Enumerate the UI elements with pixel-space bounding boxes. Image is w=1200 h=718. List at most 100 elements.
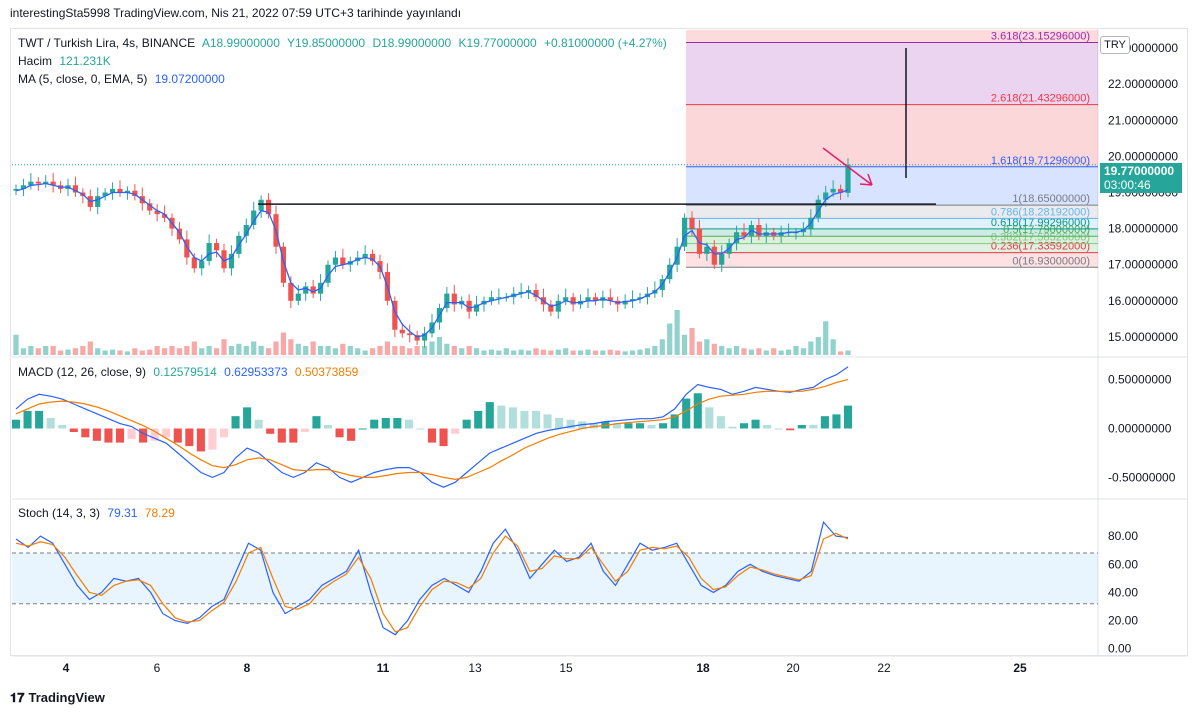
volume-bar: [629, 350, 636, 355]
volume-bar: [325, 346, 331, 355]
time-axis-tick: 13: [468, 661, 482, 675]
macd-histogram-bar: [612, 423, 621, 429]
volume-bar: [451, 346, 457, 355]
volume-bar: [845, 350, 851, 355]
time-axis-tick: 25: [1013, 661, 1027, 675]
stoch-band: [12, 553, 1098, 604]
candle-body: [132, 190, 138, 197]
macd-histogram-bar: [739, 423, 749, 429]
candle-body: [637, 297, 643, 300]
macd-histogram-bar: [797, 424, 806, 429]
volume-bar: [585, 349, 591, 355]
volume-bar: [563, 348, 569, 355]
candle-body: [525, 290, 532, 292]
time-axis-tick: 6: [154, 661, 161, 675]
macd-label[interactable]: MACD (12, 26, close, 9): [18, 365, 147, 379]
macd-histogram-bar: [601, 421, 610, 429]
fib-level-label: 0.382(17.58526000): [991, 232, 1090, 244]
macd-histogram-bar: [335, 428, 344, 438]
volume-bar: [124, 351, 131, 355]
macd-histogram-bar: [451, 428, 460, 434]
volume-bar: [800, 348, 807, 355]
brand-name: TradingView: [28, 690, 105, 705]
price-axis-tick: 18.00000000: [1108, 222, 1178, 236]
ma-label[interactable]: MA (5, close, 0, EMA, 5): [18, 72, 148, 86]
volume-label[interactable]: Hacim: [18, 54, 53, 68]
candle-body: [830, 188, 836, 193]
arrow-annotation: [822, 147, 873, 186]
price-axis-tick: 20.00000000: [1108, 149, 1178, 163]
volume-bar: [511, 350, 517, 355]
price-axis-tick: 21.00000000: [1108, 113, 1178, 127]
volume-bar: [139, 350, 145, 355]
volume-bar: [548, 350, 554, 355]
volume-bar: [830, 339, 836, 355]
volume-bar: [236, 343, 242, 355]
volume-bar: [80, 346, 86, 355]
macd-histogram-bar: [566, 419, 575, 429]
volume-bar: [273, 341, 279, 355]
macd-histogram-bar: [58, 424, 67, 429]
stoch-d-value: 78.29: [144, 506, 175, 520]
time-axis-tick: 11: [377, 661, 390, 675]
volume-bar: [355, 348, 361, 355]
volume-bar: [199, 348, 205, 355]
macd-histogram-bar: [266, 428, 275, 434]
fib-level-label: 0.5(17.79000000): [1003, 224, 1090, 236]
fib-level-label: 0(16.93000000): [1012, 255, 1090, 267]
symbol-label[interactable]: TWT / Turkish Lira, 4s, BINANCE: [18, 36, 196, 50]
volume-bar: [407, 348, 413, 355]
volume-bar: [518, 349, 524, 355]
candle-body: [117, 188, 123, 193]
volume-bar: [295, 343, 301, 355]
stoch-legend: Stoch (14, 3, 3) 79.31 78.29: [18, 506, 179, 520]
volume-bar: [466, 346, 472, 355]
volume-bar: [421, 346, 428, 355]
volume-bar: [473, 348, 480, 355]
tradingview-logo-icon: 𝟏𝟕: [10, 690, 25, 705]
bar-countdown: 03:00:46: [1104, 178, 1151, 192]
macd-line: [15, 366, 849, 488]
stoch-label[interactable]: Stoch (14, 3, 3): [18, 506, 101, 520]
volume-bar: [57, 350, 64, 355]
volume-bar: [793, 346, 799, 355]
volume-bar: [785, 349, 792, 355]
volume-bar: [221, 339, 227, 355]
macd-histogram-bar: [11, 419, 21, 429]
stoch-k-line: [15, 520, 849, 636]
publish-info: interestingSta5998 TradingView.com, Nis …: [10, 6, 462, 20]
volume-bar: [592, 350, 599, 355]
volume-value: 121.231K: [59, 54, 111, 68]
volume-bar: [35, 348, 41, 355]
volume-bar: [280, 332, 287, 355]
candle-body: [199, 261, 205, 269]
macd-histogram-bar: [843, 405, 853, 429]
fib-zone: [686, 252, 1098, 268]
candle-body: [689, 217, 695, 229]
macd-histogram-bar: [705, 407, 714, 429]
volume-bar: [288, 339, 294, 355]
volume-bar: [429, 341, 435, 355]
candle-body: [206, 243, 212, 262]
macd-histogram-bar: [751, 419, 760, 429]
time-axis-tick: 8: [244, 661, 251, 675]
change-value: +0.81000000 (+4.27%): [543, 36, 667, 50]
volume-bar: [28, 346, 34, 355]
candle-body: [154, 210, 160, 215]
volume-bar: [50, 346, 56, 355]
macd-histogram-bar: [208, 428, 217, 450]
volume-bar: [555, 349, 561, 355]
price-axis-tick: 17.00000000: [1108, 258, 1178, 272]
candle-body: [629, 299, 636, 301]
last-price: 19.77000000: [1104, 164, 1175, 178]
volume-bar: [332, 348, 339, 355]
candle-body: [444, 293, 450, 309]
candle-body: [124, 190, 131, 193]
volume-bar: [637, 349, 643, 355]
candle-body: [696, 228, 703, 254]
volume-bar: [459, 348, 465, 355]
candle-body: [95, 196, 101, 207]
currency-button[interactable]: TRY: [1100, 36, 1130, 54]
footer-brand[interactable]: 𝟏𝟕 TradingView: [10, 690, 105, 706]
